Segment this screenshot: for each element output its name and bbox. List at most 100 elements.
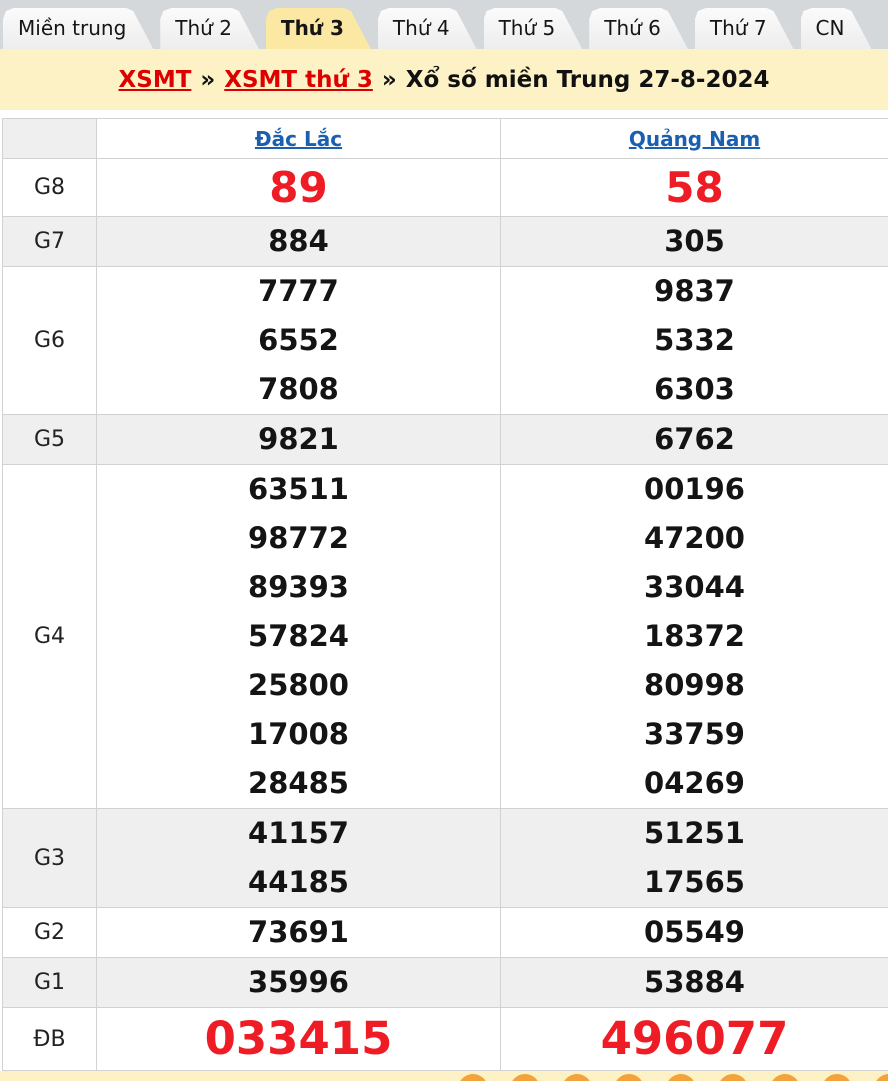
loto-ball <box>874 1074 888 1081</box>
tab-thu-2[interactable]: Thứ 2 <box>160 8 259 49</box>
prize-cell: 63511 98772 89393 57824 25800 17008 2848… <box>97 465 501 809</box>
table-row-g8: G8 89 58 <box>3 159 888 217</box>
prize-number: 53884 <box>501 958 888 1007</box>
prize-label: ĐB <box>3 1008 97 1071</box>
prize-cell: 033415 <box>97 1008 501 1071</box>
prize-label: G5 <box>3 415 97 465</box>
prize-number: 73691 <box>97 908 500 957</box>
prize-cell: 35996 <box>97 958 501 1008</box>
prize-label: G3 <box>3 809 97 908</box>
breadcrumb-current: Xổ số miền Trung 27-8-2024 <box>406 67 770 93</box>
prize-number: 18372 <box>501 612 888 661</box>
loto-ball <box>822 1074 852 1081</box>
loto-ball <box>770 1074 800 1081</box>
table-row-g3: G3 41157 44185 51251 17565 <box>3 809 888 908</box>
prize-cell: 51251 17565 <box>501 809 888 908</box>
prize-number: 41157 <box>97 809 500 858</box>
prize-label: G2 <box>3 908 97 958</box>
prize-cell: 41157 44185 <box>97 809 501 908</box>
prize-number: 7777 <box>97 267 500 316</box>
prize-number: 28485 <box>97 759 500 808</box>
special-prize-number: 496077 <box>501 1008 888 1070</box>
prize-cell: 884 <box>97 217 501 267</box>
prize-number: 33759 <box>501 710 888 759</box>
prize-number: 17008 <box>97 710 500 759</box>
loto-ball <box>458 1074 488 1081</box>
loto-strip-partial <box>0 1071 888 1081</box>
tab-cn[interactable]: CN <box>801 8 872 49</box>
tab-thu-5[interactable]: Thứ 5 <box>484 8 583 49</box>
prize-label: G1 <box>3 958 97 1008</box>
prize-number: 00196 <box>501 465 888 514</box>
tab-thu-7[interactable]: Thứ 7 <box>695 8 794 49</box>
column-link-dac-lac[interactable]: Đắc Lắc <box>255 127 342 151</box>
breadcrumb-link-xsmt[interactable]: XSMT <box>119 67 192 93</box>
loto-ball <box>666 1074 696 1081</box>
prize-number: 57824 <box>97 612 500 661</box>
prize-number: 5332 <box>501 316 888 365</box>
prize-number: 44185 <box>97 858 500 907</box>
prize-number: 7808 <box>97 365 500 414</box>
prize-cell: 05549 <box>501 908 888 958</box>
prize-cell: 305 <box>501 217 888 267</box>
prize-number: 89393 <box>97 563 500 612</box>
prize-number: 80998 <box>501 661 888 710</box>
prize-number: 47200 <box>501 514 888 563</box>
prize-cell: 9837 5332 6303 <box>501 267 888 415</box>
prize-cell: 496077 <box>501 1008 888 1071</box>
tab-thu-6[interactable]: Thứ 6 <box>589 8 688 49</box>
table-row-g6: G6 7777 6552 7808 9837 5332 6303 <box>3 267 888 415</box>
table-row-g2: G2 73691 05549 <box>3 908 888 958</box>
column-link-quang-nam[interactable]: Quảng Nam <box>629 127 760 151</box>
table-header-row: Đắc Lắc Quảng Nam <box>3 119 888 159</box>
tab-mien-trung[interactable]: Miền trung <box>3 8 153 49</box>
prize-label: G4 <box>3 465 97 809</box>
prize-number: 04269 <box>501 759 888 808</box>
tab-thu-4[interactable]: Thứ 4 <box>378 8 477 49</box>
breadcrumb: XSMT » XSMT thứ 3 » Xổ số miền Trung 27-… <box>0 49 888 110</box>
prize-cell: 9821 <box>97 415 501 465</box>
prize-number: 05549 <box>501 908 888 957</box>
table-row-g7: G7 884 305 <box>3 217 888 267</box>
prize-number: 58 <box>501 159 888 216</box>
loto-ball <box>510 1074 540 1081</box>
prize-number: 25800 <box>97 661 500 710</box>
prize-number: 305 <box>501 217 888 266</box>
prize-cell: 89 <box>97 159 501 217</box>
loto-ball <box>562 1074 592 1081</box>
prize-number: 98772 <box>97 514 500 563</box>
prize-cell: 00196 47200 33044 18372 80998 33759 0426… <box>501 465 888 809</box>
tab-thu-3[interactable]: Thứ 3 <box>266 8 371 49</box>
prize-number: 6762 <box>501 415 888 464</box>
day-tab-bar: Miền trung Thứ 2 Thứ 3 Thứ 4 Thứ 5 Thứ 6… <box>0 0 888 49</box>
prize-label: G8 <box>3 159 97 217</box>
special-prize-number: 033415 <box>97 1008 500 1070</box>
prize-cell: 53884 <box>501 958 888 1008</box>
prize-label: G7 <box>3 217 97 267</box>
prize-number: 35996 <box>97 958 500 1007</box>
breadcrumb-link-xsmt-thu-3[interactable]: XSMT thứ 3 <box>224 67 373 93</box>
prize-cell: 7777 6552 7808 <box>97 267 501 415</box>
loto-ball <box>718 1074 748 1081</box>
prize-cell: 58 <box>501 159 888 217</box>
prize-cell: 73691 <box>97 908 501 958</box>
table-row-db: ĐB 033415 496077 <box>3 1008 888 1071</box>
prize-number: 89 <box>97 159 500 216</box>
results-table: Đắc Lắc Quảng Nam G8 89 58 G7 884 305 G6… <box>2 118 888 1071</box>
prize-number: 51251 <box>501 809 888 858</box>
prize-cell: 6762 <box>501 415 888 465</box>
table-row-g1: G1 35996 53884 <box>3 958 888 1008</box>
breadcrumb-separator: » <box>200 67 215 93</box>
prize-label: G6 <box>3 267 97 415</box>
prize-number: 17565 <box>501 858 888 907</box>
prize-number: 63511 <box>97 465 500 514</box>
loto-ball <box>614 1074 644 1081</box>
prize-number: 6303 <box>501 365 888 414</box>
prize-number: 33044 <box>501 563 888 612</box>
prize-number: 6552 <box>97 316 500 365</box>
header-empty-cell <box>3 119 97 159</box>
table-row-g4: G4 63511 98772 89393 57824 25800 17008 2… <box>3 465 888 809</box>
table-row-g5: G5 9821 6762 <box>3 415 888 465</box>
prize-number: 9821 <box>97 415 500 464</box>
prize-number: 9837 <box>501 267 888 316</box>
